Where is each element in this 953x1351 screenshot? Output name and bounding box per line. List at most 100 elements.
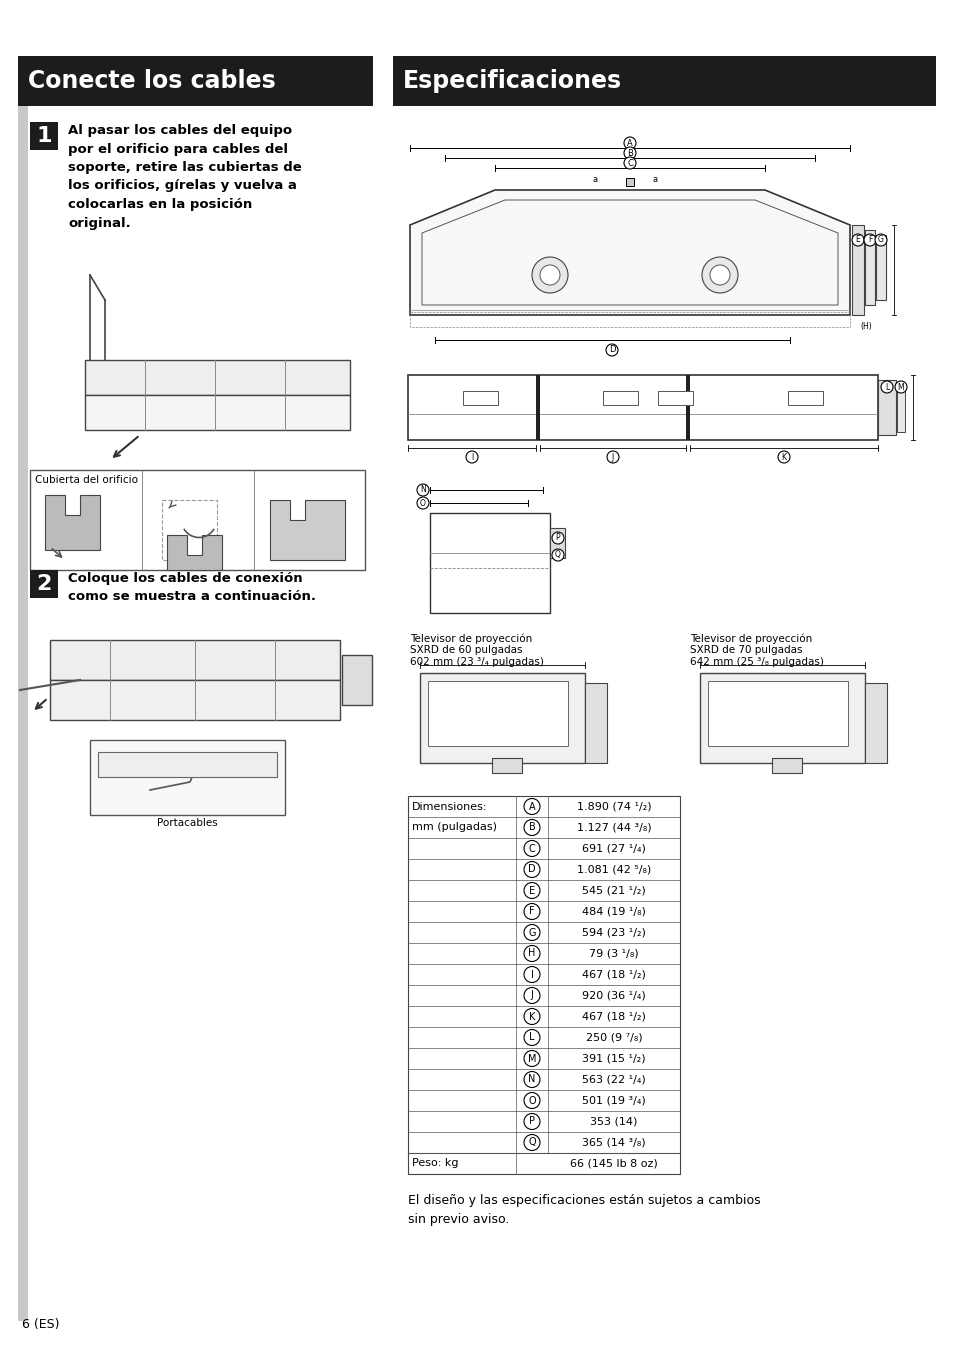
Polygon shape — [45, 494, 100, 550]
Text: Televisor de proyección: Televisor de proyección — [689, 634, 811, 643]
Circle shape — [416, 497, 429, 509]
Bar — [30, 470, 365, 570]
Circle shape — [523, 924, 539, 940]
Bar — [428, 681, 567, 746]
Text: (H): (H) — [860, 323, 871, 331]
Circle shape — [623, 147, 636, 159]
Text: K: K — [781, 453, 785, 462]
Polygon shape — [270, 500, 345, 561]
Text: 391 (15 ¹/₂): 391 (15 ¹/₂) — [581, 1054, 645, 1063]
Circle shape — [465, 451, 477, 463]
Circle shape — [523, 862, 539, 878]
Text: Q: Q — [555, 550, 560, 559]
Text: Televisor de proyección: Televisor de proyección — [410, 634, 532, 643]
Text: 594 (23 ¹/₂): 594 (23 ¹/₂) — [581, 928, 645, 938]
Polygon shape — [85, 359, 350, 394]
Text: a: a — [652, 176, 657, 185]
Text: P: P — [529, 1116, 535, 1127]
Bar — [700, 673, 864, 763]
Text: L: L — [529, 1032, 535, 1043]
Circle shape — [863, 234, 875, 246]
Text: G: G — [528, 928, 536, 938]
Text: P: P — [555, 534, 559, 543]
Text: 467 (18 ¹/₂): 467 (18 ¹/₂) — [581, 970, 645, 979]
Bar — [851, 226, 863, 315]
Bar — [896, 382, 904, 432]
Bar — [462, 392, 497, 405]
Text: E: E — [528, 885, 535, 896]
Bar — [771, 758, 801, 773]
Text: M: M — [897, 382, 903, 392]
Text: El diseño y las especificaciones están sujetos a cambios
sin previo aviso.: El diseño y las especificaciones están s… — [408, 1194, 760, 1225]
Text: C: C — [626, 158, 632, 168]
Text: B: B — [626, 149, 632, 158]
Text: A: A — [528, 801, 535, 812]
Text: E: E — [855, 235, 860, 245]
Text: 1.127 (44 ³/₈): 1.127 (44 ³/₈) — [576, 823, 651, 832]
Circle shape — [552, 532, 563, 544]
Circle shape — [552, 549, 563, 561]
Bar — [162, 500, 216, 561]
Text: 1.890 (74 ¹/₂): 1.890 (74 ¹/₂) — [576, 801, 651, 812]
Text: G: G — [877, 235, 883, 245]
Text: K: K — [528, 1012, 535, 1021]
Bar — [492, 758, 521, 773]
Bar — [408, 376, 877, 440]
Circle shape — [606, 451, 618, 463]
Circle shape — [523, 840, 539, 857]
Circle shape — [532, 257, 567, 293]
Circle shape — [523, 1071, 539, 1088]
Text: 467 (18 ¹/₂): 467 (18 ¹/₂) — [581, 1012, 645, 1021]
Text: M: M — [527, 1054, 536, 1063]
Text: 602 mm (23 ³/₄ pulgadas): 602 mm (23 ³/₄ pulgadas) — [410, 657, 543, 667]
Text: 79 (3 ¹/₈): 79 (3 ¹/₈) — [589, 948, 639, 958]
Text: I: I — [530, 970, 533, 979]
Polygon shape — [50, 680, 339, 720]
Text: 501 (19 ³/₄): 501 (19 ³/₄) — [581, 1096, 645, 1105]
Circle shape — [874, 234, 886, 246]
Text: Coloque los cables de conexión
como se muestra a continuación.: Coloque los cables de conexión como se m… — [68, 571, 315, 604]
Text: mm (pulgadas): mm (pulgadas) — [412, 823, 497, 832]
Text: 353 (14): 353 (14) — [590, 1116, 637, 1127]
Text: 563 (22 ¹/₄): 563 (22 ¹/₄) — [581, 1074, 645, 1085]
Text: I: I — [471, 453, 473, 462]
Text: SXRD de 60 pulgadas: SXRD de 60 pulgadas — [410, 644, 522, 655]
Bar — [90, 740, 285, 815]
Bar — [864, 230, 874, 305]
Text: 545 (21 ¹/₂): 545 (21 ¹/₂) — [581, 885, 645, 896]
Bar — [875, 235, 885, 300]
Text: 2: 2 — [36, 574, 51, 594]
Bar — [685, 376, 689, 440]
Polygon shape — [50, 640, 339, 680]
Text: N: N — [528, 1074, 536, 1085]
Text: 250 (9 ⁷/₈): 250 (9 ⁷/₈) — [585, 1032, 641, 1043]
Circle shape — [523, 1113, 539, 1129]
Circle shape — [709, 265, 729, 285]
Text: 66 (145 lb 8 oz): 66 (145 lb 8 oz) — [570, 1159, 658, 1169]
Text: Dimensiones:: Dimensiones: — [412, 801, 487, 812]
Circle shape — [523, 988, 539, 1004]
Circle shape — [851, 234, 863, 246]
Circle shape — [623, 136, 636, 149]
Text: L: L — [884, 382, 888, 392]
Polygon shape — [410, 190, 849, 315]
Text: Q: Q — [528, 1138, 536, 1147]
Bar — [30, 570, 58, 598]
Text: 365 (14 ³/₈): 365 (14 ³/₈) — [581, 1138, 645, 1147]
Circle shape — [523, 882, 539, 898]
Polygon shape — [167, 535, 222, 570]
Bar — [419, 673, 584, 763]
Bar — [18, 105, 28, 1321]
Circle shape — [523, 1093, 539, 1109]
Bar — [536, 376, 539, 440]
Text: 484 (19 ¹/₈): 484 (19 ¹/₈) — [581, 907, 645, 916]
Text: 1.081 (42 ⁵/₈): 1.081 (42 ⁵/₈) — [577, 865, 651, 874]
Bar — [550, 528, 564, 558]
Circle shape — [523, 904, 539, 920]
Text: Conecte los cables: Conecte los cables — [28, 69, 275, 93]
Bar — [408, 796, 679, 1174]
Bar — [658, 392, 692, 405]
Bar — [410, 312, 849, 327]
Circle shape — [539, 265, 559, 285]
Circle shape — [416, 484, 429, 496]
